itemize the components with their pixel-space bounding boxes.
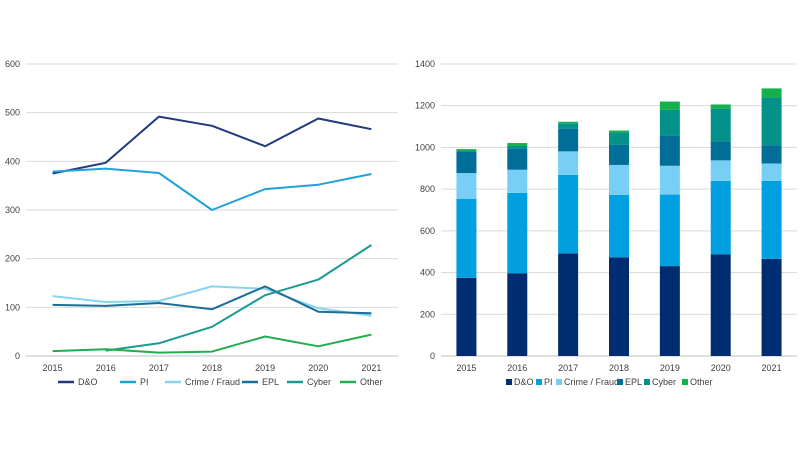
x-tick-label: 2015 [43,363,63,373]
legend-label: Crime / Fraud [185,377,240,387]
bar-epl [558,128,579,152]
legend-swatch [536,379,542,385]
bar-d-o [761,258,782,356]
line-chart: 0 100 200 300 400 500 600 2015 2016 2017 2018 2019 2… [5,59,398,387]
bar-crime-fraud [761,163,782,181]
bar-crime-fraud [609,164,629,195]
bar-crime-fraud [456,173,477,199]
legend-swatch [556,379,562,385]
y-tick-label: 0 [430,351,435,361]
bar-other [761,88,782,98]
y-tick-label: 600 [420,226,435,236]
y-tick-label: 800 [420,184,435,194]
bar-other [659,101,680,110]
bar-cyber [507,145,528,149]
y-tick-label: 500 [5,108,20,118]
legend-swatch [644,379,650,385]
legend-label: EPL [625,377,642,387]
y-tick-label: 300 [5,205,20,215]
bar-epl [761,145,782,164]
x-tick-label: 2016 [96,363,116,373]
bar-pi [456,198,477,278]
legend-swatch [617,379,623,385]
y-tick-label: 200 [420,309,435,319]
line-series-cyber [105,244,372,352]
line-series-epl [52,285,372,315]
line-series-crime-fraud [52,285,372,317]
x-tick-label: 2019 [660,363,680,373]
x-tick-label: 2018 [609,363,629,373]
bar-d-o [558,253,579,356]
bar-cyber [710,108,731,142]
legend-label: D&O [514,377,534,387]
y-tick-label: 1200 [415,101,435,111]
y-tick-label: 0 [15,351,20,361]
line-series-other [52,333,372,354]
bar-pi [558,174,579,254]
bar-epl [507,148,528,170]
bar-cyber [609,132,629,145]
x-tick-label: 2021 [762,363,782,373]
y-tick-label: 400 [420,268,435,278]
bar-crime-fraud [710,160,731,181]
bar-pi [710,180,731,255]
bar-pi [761,180,782,259]
legend-label: EPL [262,377,279,387]
legend-label: PI [544,377,553,387]
bar-crime-fraud [507,169,528,193]
legend-label: PI [140,377,149,387]
stacked-bar-chart: 0 200 400 600 800 1000 1200 1400 2015 2016 2017 201… [415,59,797,387]
x-tick-label: 2018 [202,363,222,373]
y-tick-label: 200 [5,254,20,264]
x-tick-label: 2020 [308,363,328,373]
bar-d-o [456,277,477,356]
bar-crime-fraud [659,165,680,195]
legend-label: Cyber [652,377,676,387]
legend-label: D&O [78,377,98,387]
y-tick-label: 100 [5,302,20,312]
bar-cyber [659,109,680,136]
bar-d-o [659,266,680,356]
y-tick-label: 600 [5,59,20,69]
legend-label: Cyber [307,377,331,387]
bar-epl [710,141,731,161]
bar-epl [456,151,477,174]
bar-cyber [558,123,579,129]
bar-epl [659,135,680,166]
x-tick-label: 2019 [255,363,275,373]
x-tick-label: 2020 [711,363,731,373]
y-tick-label: 400 [5,156,20,166]
bar-d-o [710,254,731,356]
x-tick-label: 2017 [149,363,169,373]
line-series-d-o [52,115,372,175]
bar-pi [659,194,680,267]
legend-swatch [682,379,688,385]
y-tick-label: 1400 [415,59,435,69]
bar-other [609,130,629,133]
legend-label: Other [690,377,713,387]
bar-other [558,121,579,124]
y-tick-label: 1000 [415,142,435,152]
legend-swatch [506,379,512,385]
bar-d-o [507,273,528,356]
x-tick-label: 2017 [558,363,578,373]
bar-cyber [761,97,782,146]
line-series-pi [52,167,372,211]
x-tick-label: 2016 [507,363,527,373]
x-tick-label: 2021 [361,363,381,373]
x-tick-label: 2015 [456,363,476,373]
legend-label: Other [360,377,383,387]
bar-pi [609,194,629,258]
bar-other [710,104,731,109]
bar-epl [609,144,629,165]
bar-pi [507,192,528,274]
legend-label: Crime / Fraud [564,377,619,387]
bar-crime-fraud [558,151,579,175]
bar-other [456,149,477,152]
bar-other [507,143,528,146]
bar-d-o [609,257,629,356]
